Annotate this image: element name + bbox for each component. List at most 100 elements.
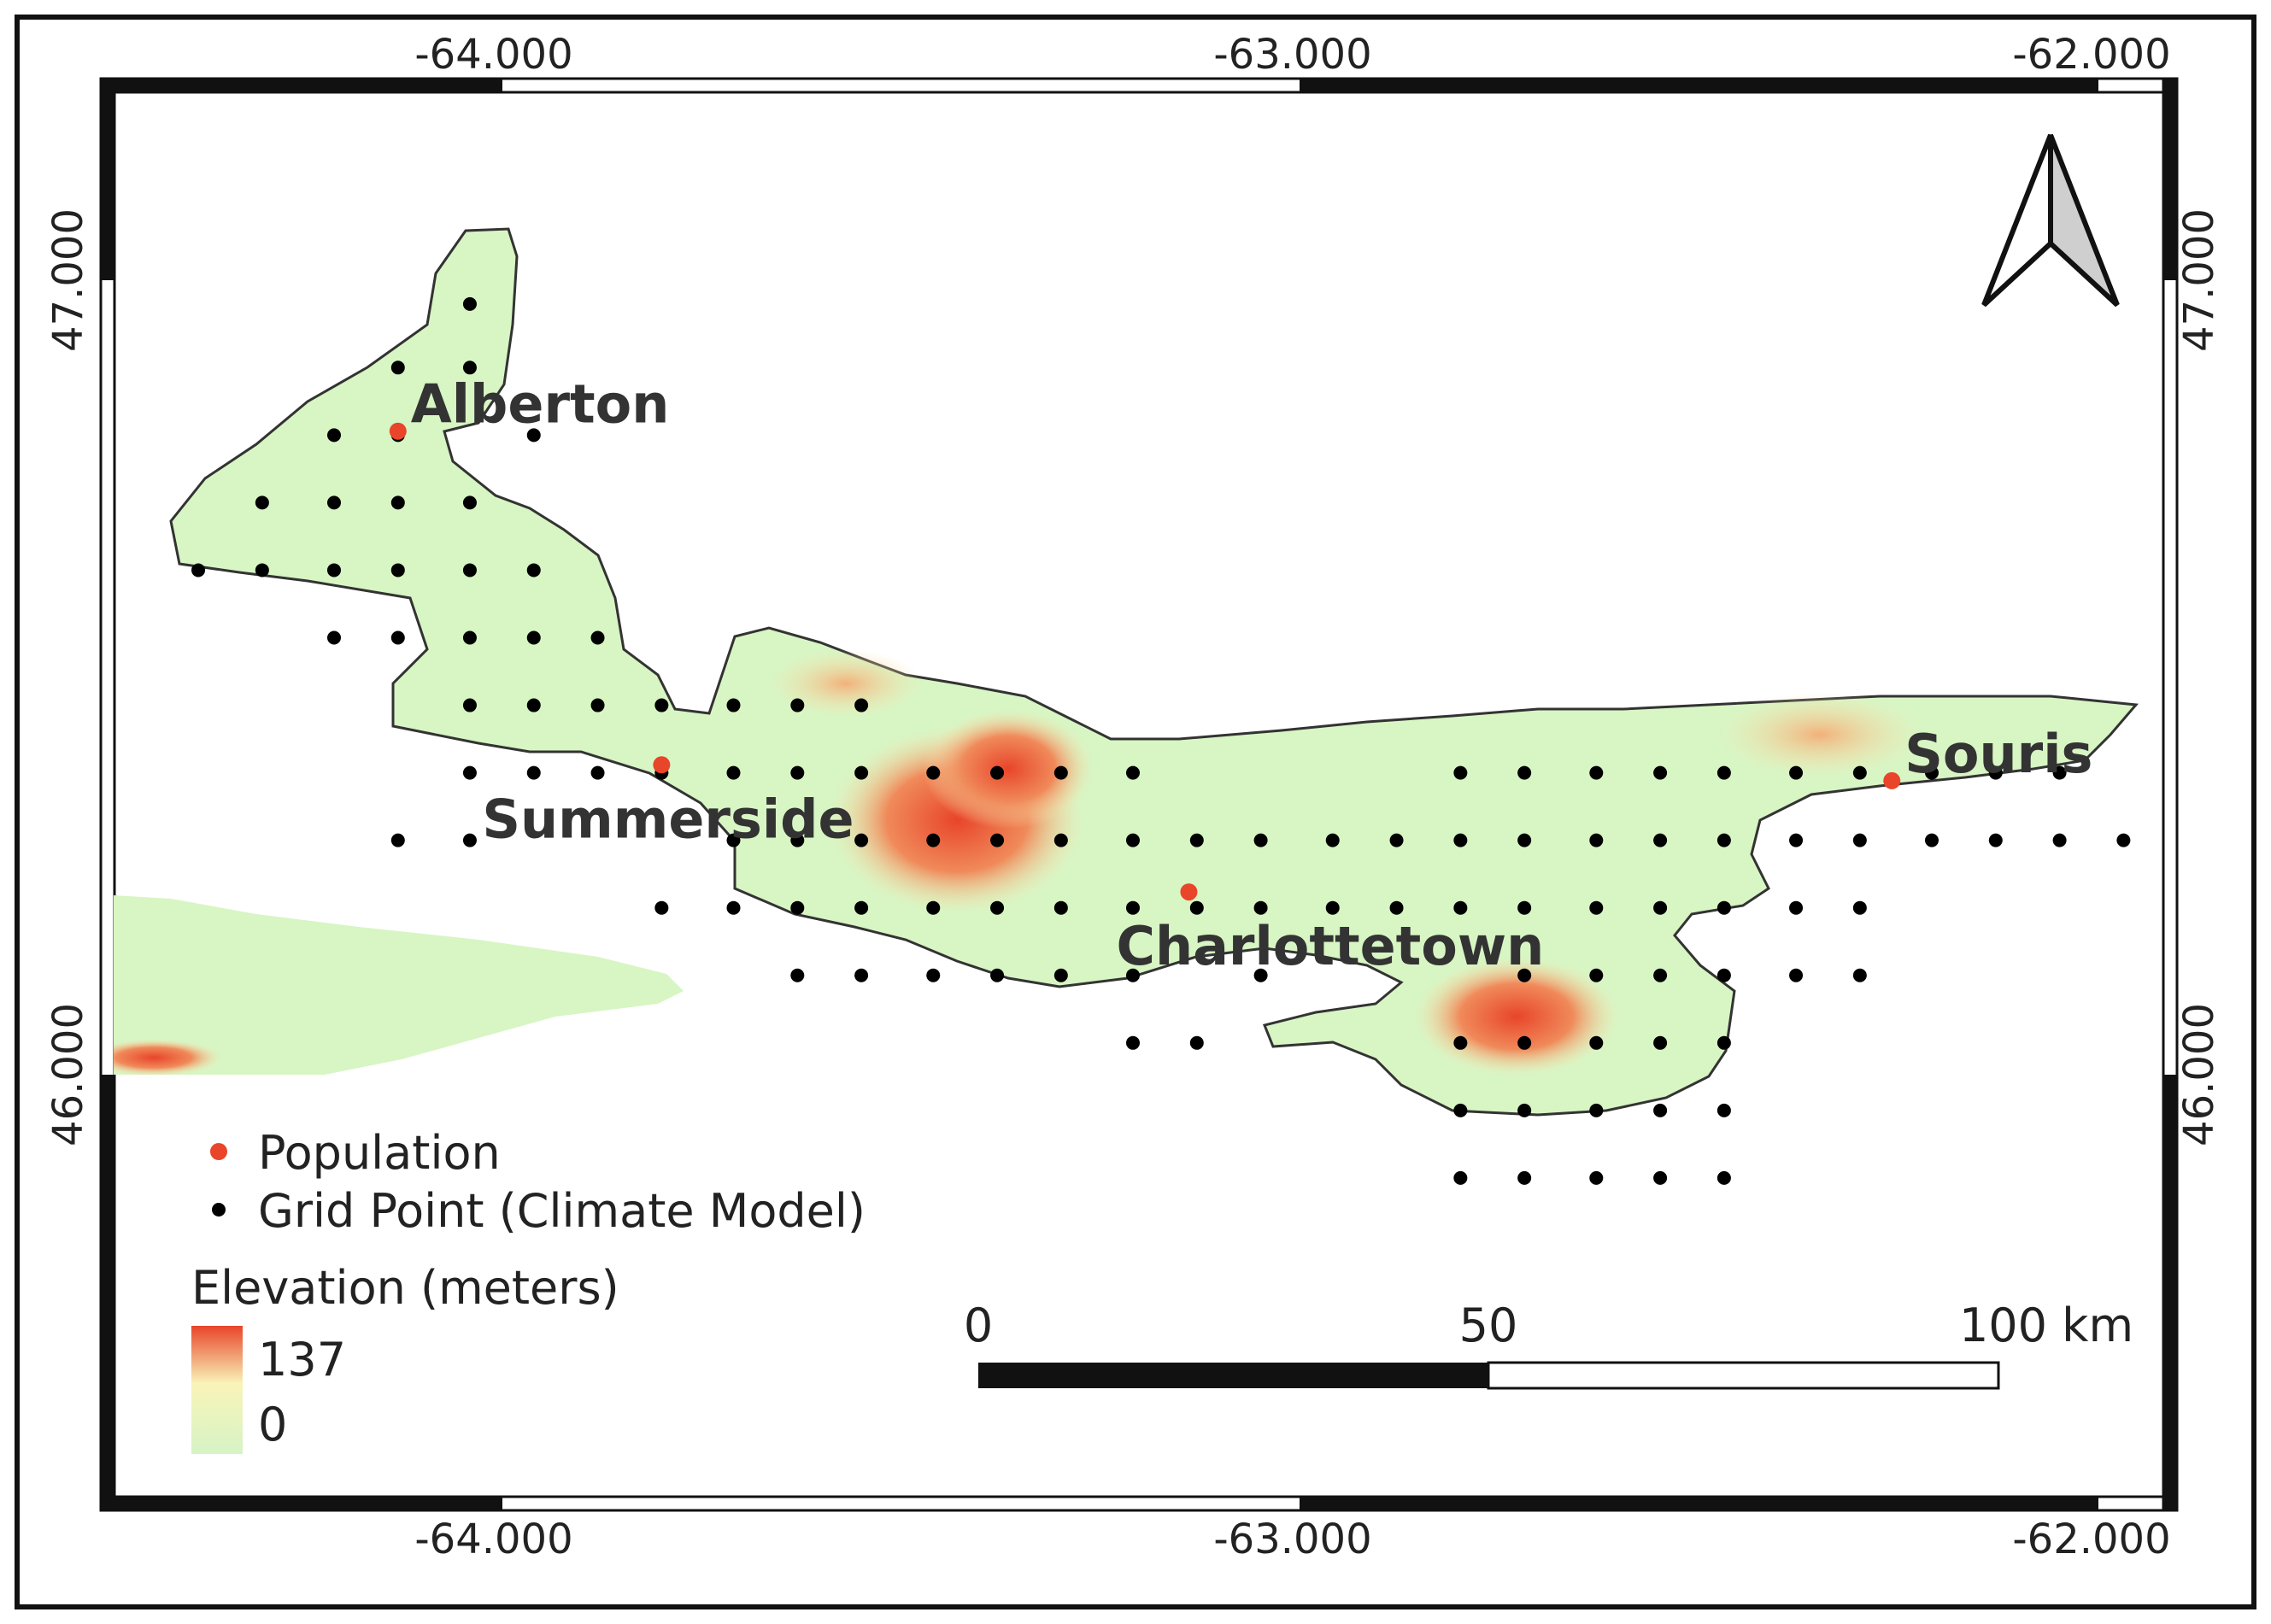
legend-grid-point-marker bbox=[212, 1203, 226, 1217]
grid-point bbox=[926, 900, 941, 915]
grid-point bbox=[1389, 900, 1404, 915]
grid-point bbox=[1325, 833, 1340, 847]
grid-point bbox=[1189, 833, 1204, 847]
grid-point bbox=[1453, 900, 1468, 915]
grid-point bbox=[1126, 1035, 1140, 1050]
grid-point bbox=[2052, 833, 2067, 847]
legend-population-label: Population bbox=[258, 1126, 501, 1180]
population-marker bbox=[653, 756, 671, 774]
grid-point bbox=[726, 698, 741, 712]
grid-point bbox=[462, 563, 477, 577]
grid-point bbox=[327, 495, 341, 510]
grid-point bbox=[1189, 900, 1204, 915]
grid-point bbox=[526, 563, 541, 577]
x-tick-bottom-1: -64.000 bbox=[414, 1516, 572, 1563]
grid-point bbox=[1253, 833, 1268, 847]
grid-point bbox=[1716, 1035, 1731, 1050]
graticule-frame bbox=[99, 77, 2179, 1512]
grid-point bbox=[462, 698, 477, 712]
grid-point bbox=[1589, 1103, 1604, 1117]
grid-point bbox=[1589, 968, 1604, 982]
grid-point bbox=[1453, 833, 1468, 847]
mainland-landmass bbox=[114, 895, 684, 1075]
x-tick-top-2: -63.000 bbox=[1213, 31, 1371, 79]
grid-point bbox=[1517, 1170, 1532, 1185]
grid-point bbox=[390, 495, 405, 510]
legend: Population Grid Point (Climate Model) El… bbox=[191, 1126, 866, 1454]
grid-point bbox=[1453, 1170, 1468, 1185]
grid-point bbox=[1789, 833, 1804, 847]
grid-point bbox=[390, 630, 405, 645]
grid-point bbox=[1453, 765, 1468, 780]
grid-point bbox=[1716, 833, 1731, 847]
grid-point bbox=[526, 428, 541, 443]
highland-east bbox=[1717, 692, 1922, 777]
grid-point bbox=[526, 765, 541, 780]
grid-point bbox=[1589, 1035, 1604, 1050]
grid-point bbox=[526, 630, 541, 645]
population-marker bbox=[389, 422, 407, 440]
grid-point bbox=[390, 563, 405, 577]
grid-point bbox=[590, 630, 605, 645]
grid-point bbox=[1053, 968, 1068, 982]
grid-point bbox=[462, 495, 477, 510]
figure-border bbox=[15, 15, 2256, 1609]
scale-label-mid: 50 bbox=[1459, 1299, 1518, 1352]
grid-point bbox=[191, 563, 206, 577]
grid-point bbox=[654, 900, 669, 915]
grid-points-layer bbox=[191, 296, 2131, 1185]
grid-point bbox=[1988, 765, 2003, 780]
grid-point bbox=[255, 495, 269, 510]
legend-population-marker bbox=[210, 1143, 227, 1160]
grid-point bbox=[1453, 1103, 1468, 1117]
grid-point bbox=[1053, 833, 1068, 847]
grid-point bbox=[926, 765, 941, 780]
highland-west bbox=[769, 649, 923, 718]
grid-point bbox=[790, 765, 805, 780]
grid-point bbox=[726, 900, 741, 915]
grid-point bbox=[1053, 765, 1068, 780]
grid-point bbox=[1517, 1035, 1532, 1050]
grid-point bbox=[1589, 833, 1604, 847]
grid-point bbox=[1126, 765, 1140, 780]
grid-point bbox=[1789, 900, 1804, 915]
grid-point bbox=[1653, 765, 1668, 780]
grid-point bbox=[1189, 1035, 1204, 1050]
grid-point bbox=[1716, 1170, 1731, 1185]
grid-point bbox=[1253, 900, 1268, 915]
grid-point bbox=[926, 968, 941, 982]
highland-central-2 bbox=[923, 709, 1094, 829]
grid-point bbox=[926, 833, 941, 847]
grid-point bbox=[990, 968, 1005, 982]
grid-point bbox=[790, 833, 805, 847]
grid-point bbox=[1653, 1170, 1668, 1185]
cities-layer: Alberton Summerside Charlottetown Souris bbox=[389, 373, 2092, 977]
north-arrow-icon bbox=[1981, 133, 2120, 308]
grid-point bbox=[1789, 765, 1804, 780]
grid-point bbox=[854, 968, 869, 982]
scale-bar: 0 50 100 km bbox=[964, 1299, 2133, 1390]
grid-point bbox=[854, 765, 869, 780]
grid-point bbox=[790, 698, 805, 712]
grid-point bbox=[990, 833, 1005, 847]
grid-point bbox=[327, 428, 341, 443]
grid-point bbox=[390, 361, 405, 375]
grid-point bbox=[1453, 1035, 1468, 1050]
grid-point bbox=[1716, 765, 1731, 780]
grid-point bbox=[990, 765, 1005, 780]
grid-point bbox=[1126, 900, 1140, 915]
grid-point bbox=[526, 698, 541, 712]
grid-point bbox=[1852, 900, 1867, 915]
grid-point bbox=[1589, 900, 1604, 915]
grid-point bbox=[1517, 1103, 1532, 1117]
legend-elevation-title: Elevation (meters) bbox=[191, 1261, 619, 1315]
grid-point bbox=[462, 833, 477, 847]
grid-point bbox=[1852, 833, 1867, 847]
grid-point bbox=[462, 765, 477, 780]
grid-point bbox=[1517, 968, 1532, 982]
grid-point bbox=[327, 630, 341, 645]
grid-point bbox=[1589, 1170, 1604, 1185]
grid-point bbox=[2052, 765, 2067, 780]
grid-point bbox=[1852, 765, 1867, 780]
grid-point bbox=[1253, 968, 1268, 982]
